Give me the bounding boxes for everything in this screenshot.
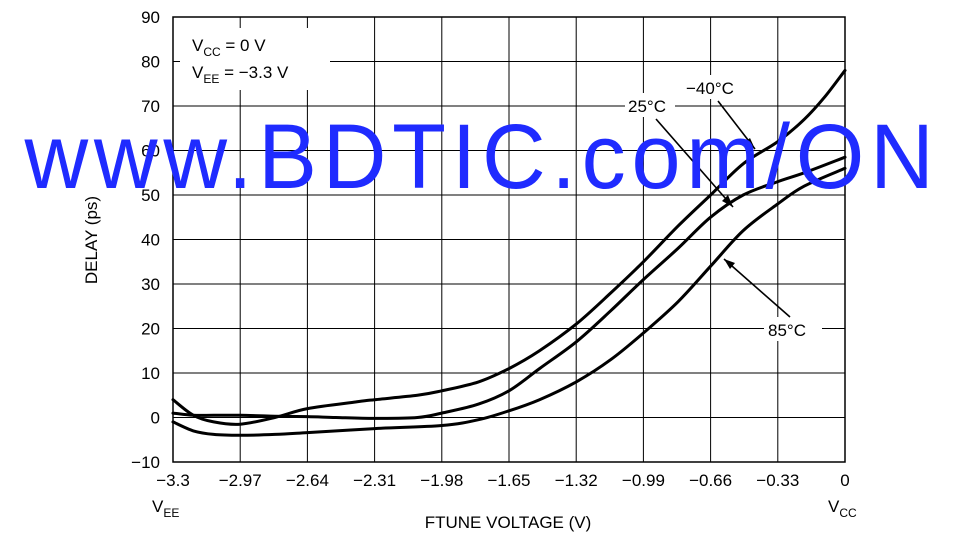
conditions-box [180, 28, 330, 90]
arrowhead-25c [722, 195, 733, 207]
y-tick-label: 30 [141, 275, 160, 294]
y-axis-title: DELAY (ps) [82, 196, 101, 284]
data-series [171, 68, 847, 437]
arrowhead-85c [724, 259, 735, 269]
label-minus40c: −40°C [686, 79, 734, 98]
x-tick-label: −2.64 [286, 471, 329, 490]
y-tick-label: 70 [141, 97, 160, 116]
x-tick-label: −3.3 [156, 471, 190, 490]
y-tick-label: 50 [141, 186, 160, 205]
label-bg-85 [764, 317, 822, 341]
label-bg-25 [625, 93, 675, 117]
series-line-minus40c [171, 68, 847, 426]
y-tick-label: 10 [141, 364, 160, 383]
y-tick-label: 80 [141, 53, 160, 72]
x-tick-label: 0 [840, 471, 849, 490]
arrow-85c [723, 258, 791, 318]
condition-vcc: VCC = 0 V [192, 36, 266, 59]
y-tick-label: 0 [151, 409, 160, 428]
plot-frame [172, 16, 846, 463]
y-tick-label: 60 [141, 142, 160, 161]
condition-vee: VEE = −3.3 V [192, 63, 289, 86]
x-tick-label: −1.65 [487, 471, 530, 490]
y-tick-label: 40 [141, 231, 160, 250]
x-end-label-vee: VEE [152, 497, 179, 520]
watermark-text: www.BDTIC.com/ON [24, 106, 940, 208]
label-85c: 85°C [768, 321, 806, 340]
x-tick-label: −0.66 [689, 471, 732, 490]
x-end-label-vcc: VCC [828, 497, 857, 520]
tick-labels: −3.3 −2.97 −2.64 −2.31 −1.98 −1.65 −1.32 −0.99 −… [131, 8, 850, 490]
y-tick-label: 90 [141, 8, 160, 27]
y-tick-label: 20 [141, 320, 160, 339]
x-tick-label: −1.98 [420, 471, 463, 490]
series-line-85c [171, 166, 847, 437]
arrowhead-minus40c [744, 138, 755, 149]
series-line-25c [171, 155, 847, 420]
x-tick-label: −0.33 [756, 471, 799, 490]
label-25c: 25°C [628, 97, 666, 116]
x-tick-label: −2.97 [219, 471, 262, 490]
y-tick-label: −10 [131, 453, 160, 472]
x-tick-label: −0.99 [622, 471, 665, 490]
series-labels: −40°C 25°C 85°C [625, 75, 822, 341]
x-axis-title: FTUNE VOLTAGE (V) [425, 513, 592, 532]
label-bg-minus40 [683, 75, 747, 99]
arrow-25c [655, 118, 734, 208]
x-tick-label: −1.32 [555, 471, 598, 490]
x-tick-label: −2.31 [353, 471, 396, 490]
